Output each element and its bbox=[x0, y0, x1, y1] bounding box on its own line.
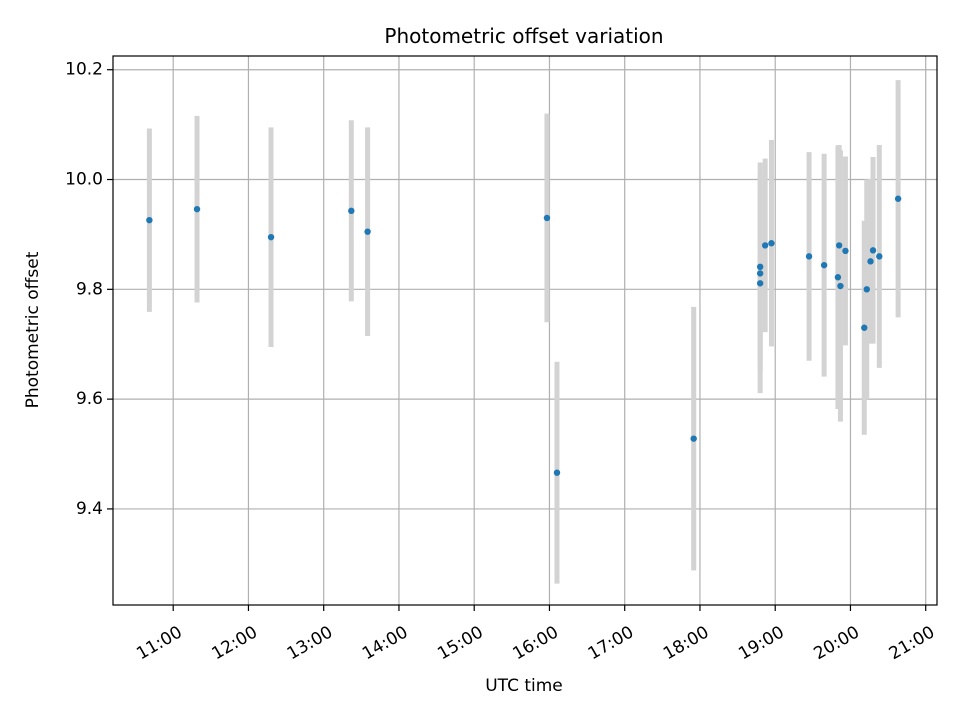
y-tick-label: 9.4 bbox=[76, 499, 103, 519]
data-point bbox=[867, 258, 874, 265]
data-point bbox=[876, 253, 883, 260]
data-point bbox=[543, 214, 551, 222]
data-point bbox=[820, 261, 828, 269]
data-point bbox=[768, 240, 775, 247]
data-points bbox=[146, 195, 902, 476]
data-point bbox=[861, 324, 868, 331]
data-point bbox=[805, 253, 813, 260]
data-point bbox=[894, 195, 902, 202]
data-point bbox=[267, 233, 275, 241]
y-axis: 9.4 9.6 9.8 10.0 10.2 bbox=[65, 60, 113, 519]
data-point bbox=[869, 247, 877, 254]
data-point bbox=[842, 247, 849, 255]
y-tick-label: 10.2 bbox=[65, 60, 103, 80]
data-point bbox=[756, 280, 764, 287]
data-point bbox=[146, 216, 153, 224]
y-axis-label: Photometric offset bbox=[23, 251, 43, 408]
x-axis-label: UTC time bbox=[485, 676, 563, 696]
data-point bbox=[756, 270, 764, 277]
y-tick-label: 10.0 bbox=[65, 170, 103, 190]
data-point bbox=[835, 242, 843, 249]
data-point bbox=[837, 282, 844, 290]
data-point bbox=[756, 263, 764, 271]
data-point bbox=[364, 228, 371, 235]
plot-frame bbox=[112, 55, 938, 606]
data-point bbox=[863, 286, 870, 293]
data-point bbox=[553, 469, 561, 476]
data-point bbox=[690, 435, 697, 442]
grid bbox=[113, 56, 937, 605]
y-tick-label: 9.6 bbox=[76, 389, 103, 409]
chart-title: Photometric offset variation bbox=[384, 24, 663, 48]
data-point bbox=[761, 242, 769, 249]
y-tick-label: 9.8 bbox=[76, 279, 103, 299]
data-point bbox=[834, 274, 842, 281]
data-point bbox=[348, 207, 355, 215]
data-point bbox=[193, 205, 201, 213]
